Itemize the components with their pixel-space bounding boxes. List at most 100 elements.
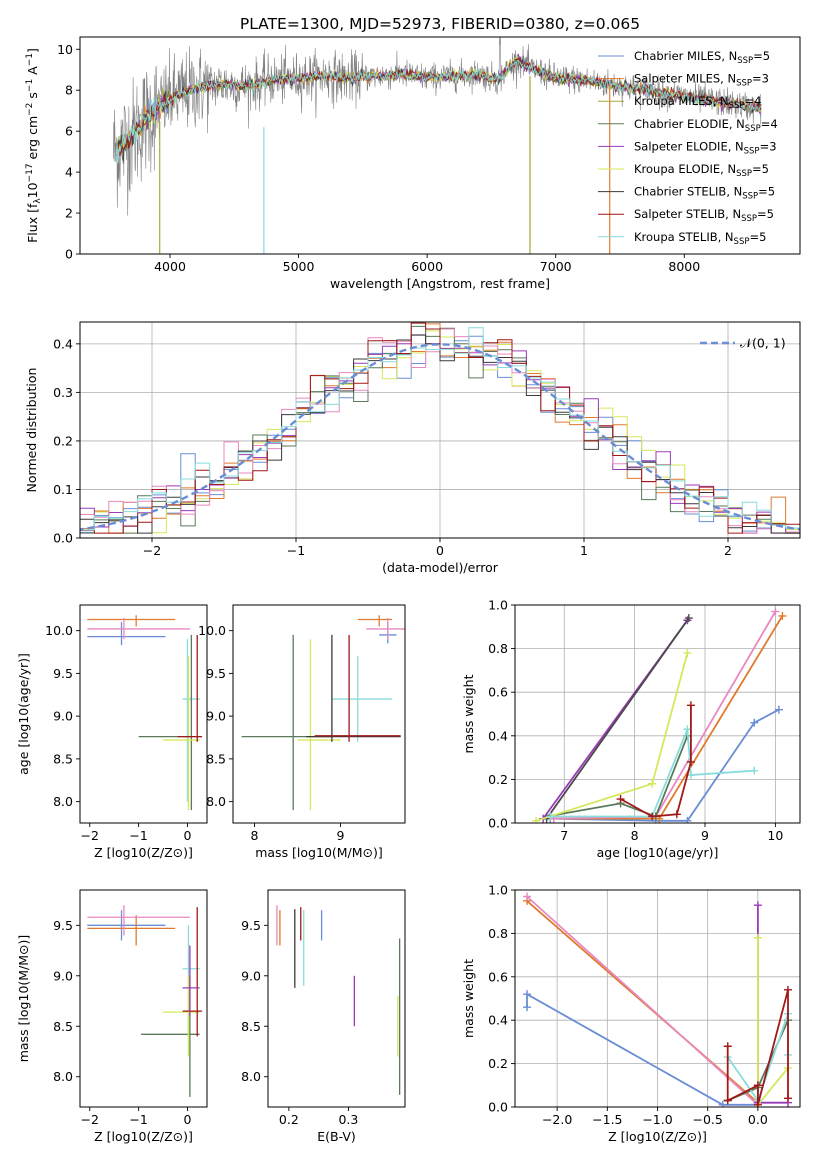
- y-tick-label: 1.0: [488, 883, 508, 898]
- plot-area: [87, 615, 203, 811]
- model-spectrum-line: [115, 59, 762, 163]
- mass-weight-marker: [774, 705, 783, 714]
- y-tick-label: 9.5: [53, 666, 73, 681]
- y-tick-label: 8.0: [206, 794, 226, 809]
- axes-frame: [79, 36, 801, 255]
- x-tick-label: 2: [724, 543, 732, 558]
- legend-label-tail: =5: [758, 185, 775, 199]
- x-tick-label: 8000: [668, 259, 700, 274]
- y-tick-label: 0.2: [488, 1056, 508, 1071]
- x-tick-label: 5000: [283, 259, 315, 274]
- mass-weight-marker: [783, 985, 792, 994]
- y-tick-label: 0.6: [488, 685, 508, 700]
- y-tick-label: 4: [65, 165, 73, 180]
- mass-weight-marker: [718, 1100, 727, 1107]
- x-axis-label: mass [log10(M/M⊙)]: [255, 845, 383, 860]
- y-tick-label: 2: [65, 206, 73, 221]
- normal-distribution-curve: [80, 343, 800, 531]
- legend-label: 𝒩(0, 1): [740, 336, 786, 351]
- x-tick-label: −1.0: [642, 1112, 672, 1127]
- legend-label: Chabrier ELODIE, NSSP=4: [634, 117, 778, 134]
- y-tick-label: 8.0: [241, 1069, 261, 1084]
- plot-area: [80, 322, 800, 534]
- x-tick-label: 1: [580, 543, 588, 558]
- x-tick-label: −1.5: [592, 1112, 622, 1127]
- y-tick-label: 8: [65, 83, 73, 98]
- mass-weight-line: [546, 735, 689, 818]
- mass-weight-marker: [616, 795, 625, 804]
- legend-label-text: Kroupa MILES, N: [634, 94, 729, 108]
- mass-weight-marker: [648, 779, 657, 788]
- y-tick-label: 0.4: [488, 1013, 508, 1028]
- axes-frame: [79, 604, 208, 824]
- mass-weight-marker: [648, 812, 657, 821]
- mass-weight-marker: [723, 1096, 732, 1105]
- x-tick-label: −2: [143, 543, 161, 558]
- legend-label: Kroupa STELIB, NSSP=5: [634, 230, 766, 247]
- panel-residuals: −2 −1 0 1 2 0.0 0.1 0.2 0.3 0.4 (data-model)/error…: [24, 321, 801, 575]
- x-tick-label: −2: [81, 828, 99, 843]
- y-tick-label: 8.0: [53, 1069, 73, 1084]
- mass-weight-marker: [523, 990, 532, 999]
- y-tick-label: 0.0: [53, 531, 73, 546]
- y-tick-label: 9.0: [241, 968, 261, 983]
- x-axis-label: (data-model)/error: [382, 560, 499, 575]
- y-tick-label: 0.1: [53, 482, 73, 497]
- y-axis-label: mass weight: [461, 674, 476, 753]
- legend-label: Kroupa ELODIE, NSSP=5: [634, 162, 769, 179]
- legend-label-text: Kroupa STELIB, N: [634, 230, 734, 244]
- plot-area: [241, 615, 405, 811]
- y-axis-label-part: Flux [f: [25, 203, 40, 243]
- panel-mass_z: −2 −1 0 8.0 8.5 9.0 9.5 Z [log10(Z/Z⊙)] mass [lo…: [16, 889, 208, 1144]
- legend-label-tail: =3: [752, 72, 769, 86]
- legend-label-sub: SSP: [744, 146, 760, 156]
- legend-label-text: Kroupa ELODIE, N: [634, 162, 736, 176]
- legend-label-text: Chabrier MILES, N: [634, 49, 737, 63]
- plot-area: [87, 905, 203, 1097]
- legend-label: Salpeter MILES, NSSP=3: [634, 72, 769, 89]
- x-tick-label: −2: [81, 1112, 99, 1127]
- panel-mass_ebv: 0.2 0.3 8.0 8.5 9.0 9.5 E(B-V): [241, 889, 406, 1144]
- mass-weight-marker: [750, 766, 759, 775]
- axes-frame: [514, 604, 801, 824]
- x-tick-label: 0.0: [748, 1112, 768, 1127]
- y-tick-label: 0.0: [488, 816, 508, 831]
- y-tick-label: 10.0: [45, 623, 73, 638]
- legend-label-tail: =5: [752, 162, 769, 176]
- y-tick-label: 0.8: [488, 641, 508, 656]
- panel-age_mass: 8 9 8.0 8.5 9.0 9.5 10.0 mass [log10(M/M⊙)]: [198, 604, 406, 860]
- y-axis-label-part: ]: [25, 48, 40, 53]
- y-tick-label: 1.0: [488, 598, 508, 613]
- observed-spectrum-line: [113, 37, 762, 216]
- x-tick-label: 10: [767, 828, 783, 843]
- mass-weight-marker: [532, 816, 541, 823]
- y-tick-label: 9.0: [206, 709, 226, 724]
- mass-weight-line: [526, 895, 759, 1106]
- x-axis-label: wavelength [Angstrom, rest frame]: [330, 276, 550, 291]
- plot-area: [276, 905, 401, 1095]
- mass-weight-marker: [672, 810, 681, 819]
- y-tick-label: 9.5: [206, 666, 226, 681]
- x-axis-label: age [log10(age/yr)]: [597, 845, 719, 860]
- legend-label-tail: =5: [749, 230, 766, 244]
- y-tick-label: 0.4: [53, 336, 73, 351]
- y-tick-label: 0.0: [488, 1100, 508, 1115]
- mass-weight-line: [545, 617, 690, 820]
- panel-weight_age: 7 8 9 10 0.0 0.2 0.4 0.6 0.8 1.0 age [log10(age/yr…: [461, 598, 801, 860]
- y-axis-label: Normed distribution: [24, 368, 39, 493]
- x-tick-label: 9: [701, 828, 709, 843]
- legend-label-sub: SSP: [729, 101, 745, 111]
- legend-label-sub: SSP: [736, 79, 752, 89]
- mass-weight-marker: [753, 901, 762, 910]
- y-tick-label: 8.5: [53, 1019, 73, 1034]
- y-tick-label: 8.5: [53, 751, 73, 766]
- mass-weight-marker: [546, 812, 555, 821]
- plot-area: [532, 607, 787, 823]
- mass-weight-marker: [750, 718, 759, 727]
- y-tick-label: 10: [57, 42, 73, 57]
- y-axis-label-part: −1: [25, 79, 35, 92]
- y-axis-label-part: −1: [25, 53, 35, 66]
- y-axis-label-part: −2: [25, 103, 35, 116]
- y-tick-label: 0: [65, 247, 73, 262]
- y-tick-label: 6: [65, 124, 73, 139]
